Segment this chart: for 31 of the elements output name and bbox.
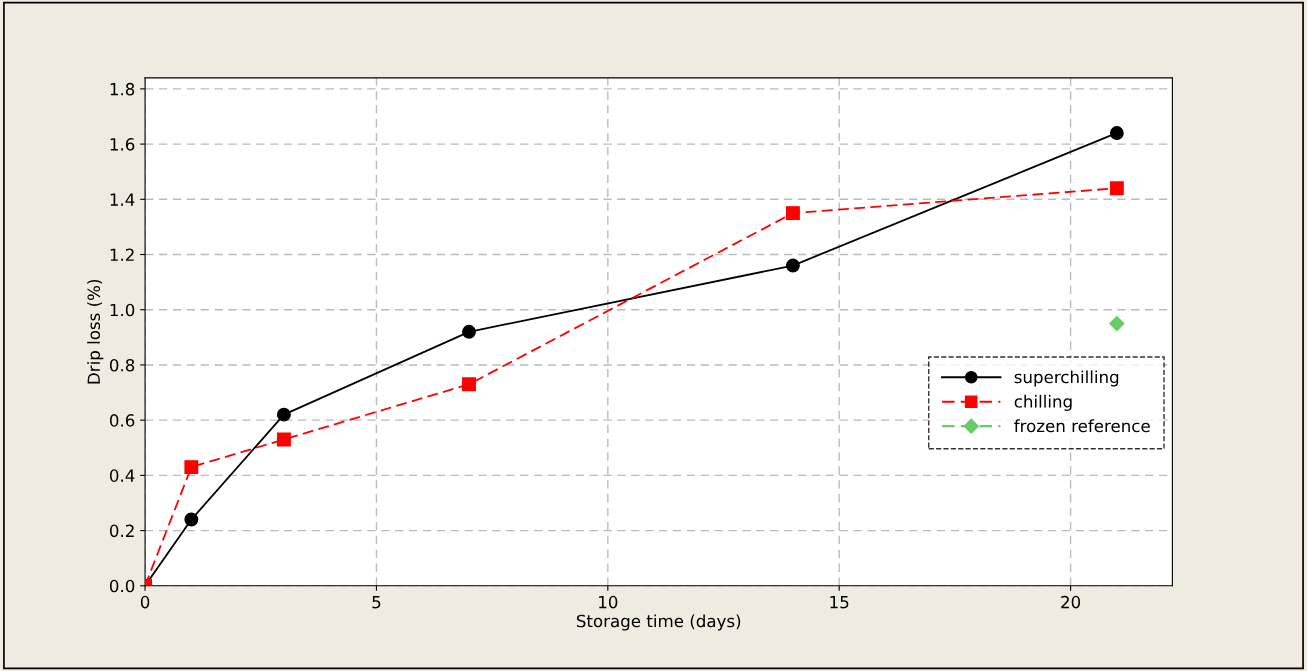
point [184, 512, 199, 527]
y-tick-label: 1.6 [110, 138, 135, 151]
y-tick-label: 1.4 [110, 193, 135, 206]
x-tick-label: 20 [1061, 595, 1081, 609]
point [276, 432, 291, 447]
x-tick-label: 0 [140, 595, 150, 609]
point [462, 324, 476, 339]
x-axis-title: Storage time (days) [576, 614, 741, 631]
legend-label: frozen reference [1014, 419, 1150, 433]
y-tick-label: 0.2 [109, 524, 134, 538]
y-tick-label: 0.6 [109, 414, 135, 427]
point [785, 258, 800, 273]
x-tick-label: 15 [830, 596, 849, 609]
legend-label: superchilling [1014, 370, 1119, 387]
point [462, 377, 476, 392]
y-tick-label: 0.4 [109, 469, 135, 482]
y-tick-label: 1.8 [110, 82, 135, 96]
point [1109, 126, 1124, 140]
x-tick-label: 5 [372, 596, 381, 609]
y-axis-title: Drip loss (%) [87, 279, 104, 384]
point [276, 407, 291, 422]
y-tick-label: 0.0 [109, 579, 135, 593]
legend-label: chilling [1014, 394, 1072, 411]
y-tick-label: 1.0 [110, 303, 135, 317]
point [1109, 315, 1125, 332]
y-tick-label: 1.2 [110, 248, 134, 261]
y-tick-label: 0.8 [109, 358, 135, 372]
point [184, 460, 199, 475]
point [1109, 181, 1124, 196]
point [785, 206, 800, 221]
x-tick-label: 10 [599, 595, 618, 609]
